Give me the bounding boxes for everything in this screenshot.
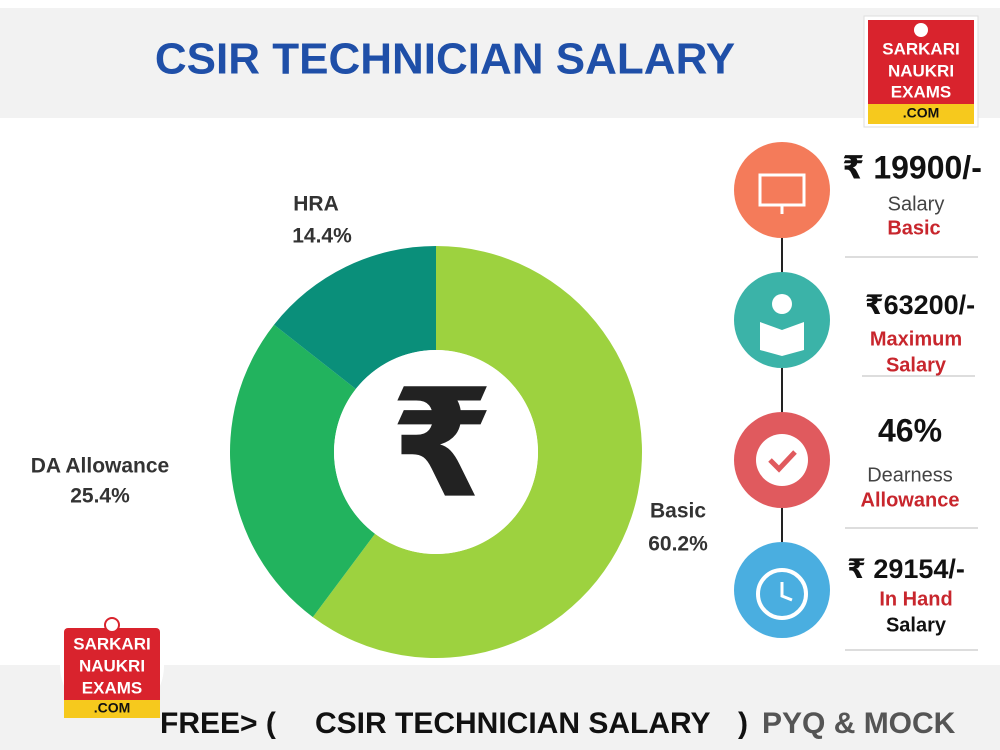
logo-text: .COM [94, 700, 131, 716]
logo-top: SARKARI NAUKRI EXAMS .COM [863, 15, 979, 128]
donut-segment [229, 324, 376, 618]
donut-hole [334, 350, 538, 554]
logo-text: SARKARI [882, 39, 959, 58]
stat-value: 46% [878, 412, 942, 448]
segment-label: Basic [650, 500, 706, 523]
header-band [0, 8, 1000, 118]
footer-text: CSIR TECHNICIAN SALARY [315, 707, 711, 740]
segment-value: 60.2% [648, 533, 708, 556]
logo-text: EXAMS [891, 82, 951, 101]
stats: ₹ 19900/- Salary Basic ₹63200/- Maximum … [842, 149, 982, 651]
segment-label: DA Allowance [31, 455, 169, 478]
title: CSIR TECHNICIAN SALARY [155, 35, 735, 84]
stat-value: ₹ 19900/- [842, 149, 982, 185]
segment-value: 14.4% [292, 225, 352, 248]
footer-text: ) [738, 707, 748, 740]
logo-text: SARKARI [73, 634, 150, 653]
donut-segment [274, 246, 436, 389]
stat-value: ₹ 29154/- [847, 554, 965, 584]
segment-value: 25.4% [70, 485, 130, 508]
footer-text: PYQ & MOCK [762, 707, 956, 740]
footer-text: FREE> ( [160, 707, 276, 740]
stat-label: Dearness [867, 464, 953, 486]
logo-text: NAUKRI [79, 656, 145, 675]
stat-label: Maximum [870, 328, 962, 350]
donut-chart: Basic 60.2% DA Allowance 25.4% HRA 14.4% ₹ [31, 193, 708, 658]
donut-segment [312, 246, 642, 658]
stat-label: Allowance [861, 489, 960, 511]
stat-label: Salary [888, 193, 945, 215]
logo-bottom: SARKARI NAUKRI EXAMS .COM [60, 614, 164, 718]
logo-text: EXAMS [82, 678, 142, 697]
center-symbol: ₹ [390, 360, 494, 528]
stat-label: Salary [886, 354, 947, 376]
stat-icons [734, 142, 830, 638]
logo-text: NAUKRI [888, 61, 954, 80]
stat-label: Basic [887, 217, 940, 239]
stat-value: ₹63200/- [865, 290, 975, 320]
logo-text: .COM [903, 105, 940, 121]
stat-label: In Hand [879, 588, 952, 610]
stat-label: Salary [886, 614, 947, 636]
footer-band [0, 665, 1000, 750]
segment-label: HRA [293, 193, 339, 216]
